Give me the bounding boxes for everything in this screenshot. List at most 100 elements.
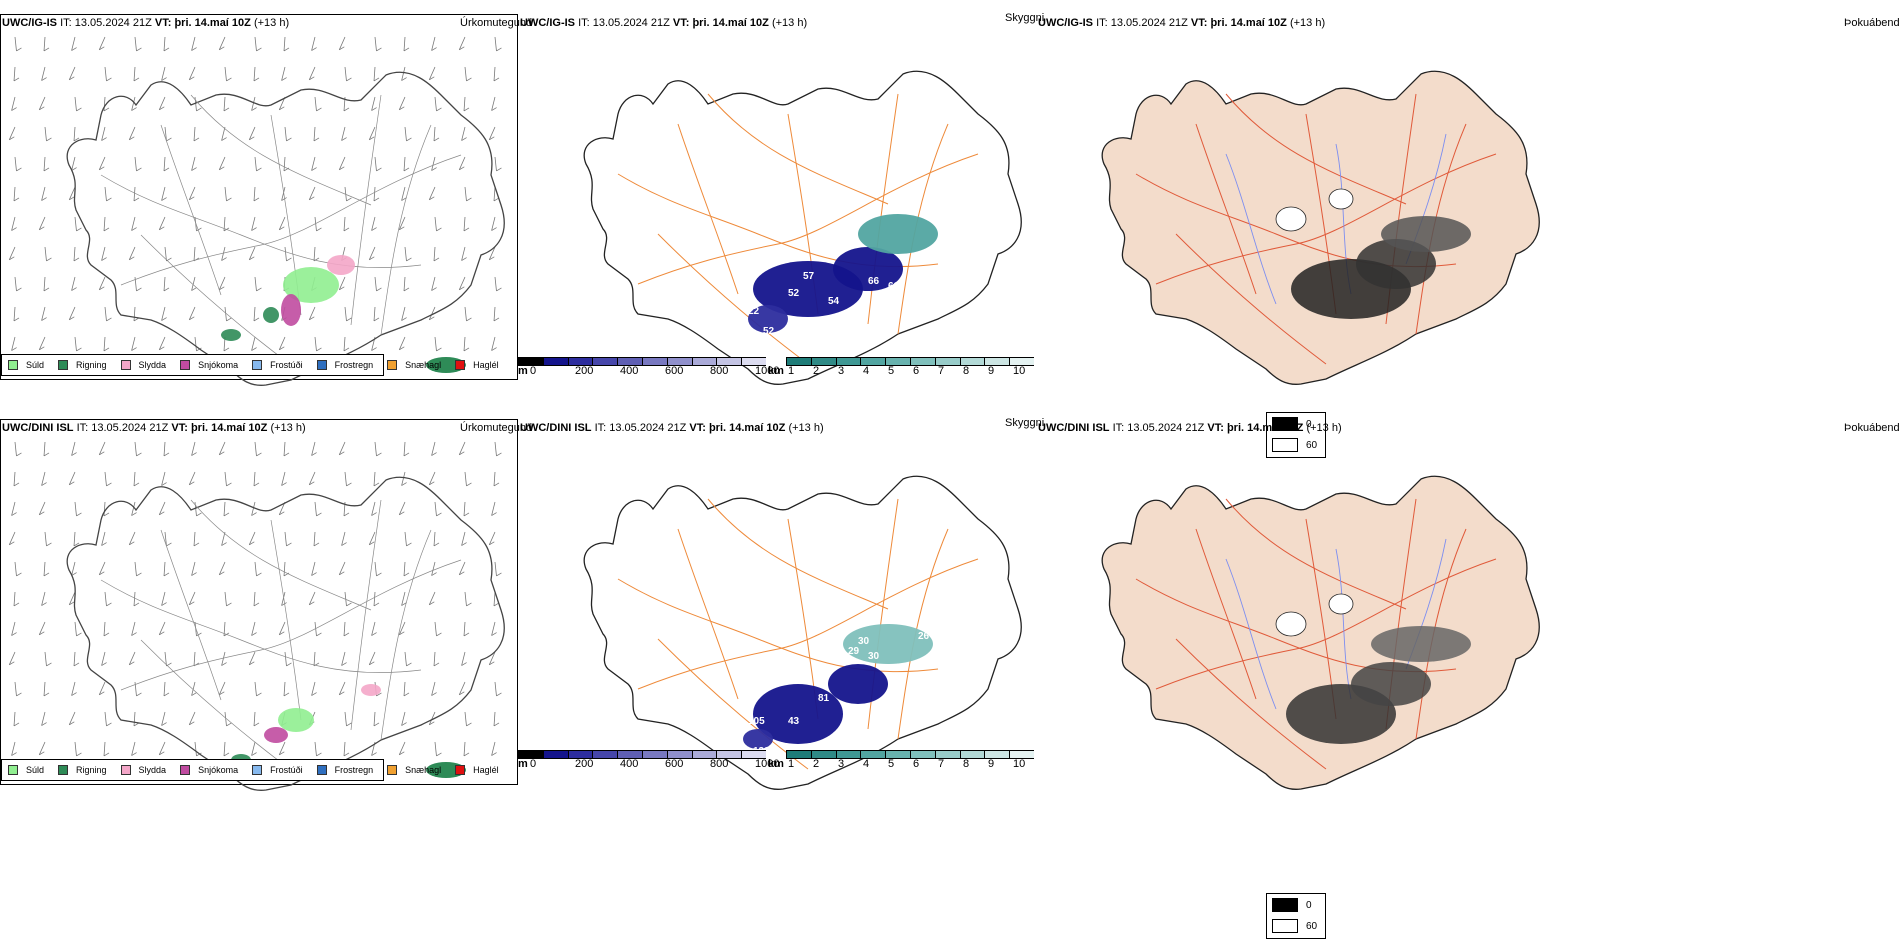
header-offset: (+13 h) xyxy=(1306,422,1342,434)
visibility-unit: km xyxy=(768,365,784,377)
legend-label: Snjókoma xyxy=(198,360,239,370)
visibility-tick: 1 xyxy=(788,758,795,770)
cloudbase-tick: 600 xyxy=(665,365,684,377)
legend-item: Slydda xyxy=(120,360,166,370)
cloudbase-tick: 1000 xyxy=(755,758,780,770)
legend-item: Súld xyxy=(8,765,44,775)
header-vt-value: þri. 14.maí 10Z xyxy=(1210,17,1287,29)
fog-title: Þokuábendi xyxy=(1844,17,1900,29)
legend-item: Snjókoma xyxy=(180,360,238,370)
legend-item: Haglél xyxy=(455,765,499,775)
legend-item: Frostregn xyxy=(316,765,373,775)
fog-areas xyxy=(1286,626,1471,744)
colorbar-cell xyxy=(934,357,960,366)
visibility-tick: 5 xyxy=(888,758,895,770)
colorbar-cell xyxy=(641,357,667,366)
cloudbase-tick: 0 xyxy=(530,758,537,770)
legend-swatch xyxy=(180,360,191,370)
colorbar-cell xyxy=(810,750,836,759)
header-vt-value: þri. 14.maí 10Z xyxy=(174,17,251,29)
header-vt-value: þri. 14.maí 10Z xyxy=(1226,422,1304,434)
colorbar-cell xyxy=(786,750,811,759)
fog-legend-label: 0 xyxy=(1306,418,1312,430)
cloudbase-colorbar xyxy=(518,750,766,766)
colorbar-cell xyxy=(1009,357,1034,366)
legend-label: Snæhagl xyxy=(405,765,442,775)
colorbar-cell xyxy=(691,357,717,366)
colorbar-cell xyxy=(741,357,766,366)
visibility-tick: 1 xyxy=(788,365,795,377)
visibility-tick: 9 xyxy=(988,365,995,377)
legend-label: Rigning xyxy=(76,360,107,370)
legend-swatch xyxy=(120,765,131,775)
fog-map xyxy=(1101,70,1540,385)
legend-item: Snjókoma xyxy=(180,765,238,775)
legend-label: Slydda xyxy=(138,765,167,775)
colorbar-cell xyxy=(666,357,692,366)
legend-swatch xyxy=(387,765,398,775)
visibility-tick: 4 xyxy=(863,365,870,377)
legend-item: Súld xyxy=(8,360,44,370)
legend-label: Frostúði xyxy=(270,765,303,775)
fog-legend-item: 0 xyxy=(1272,417,1312,431)
legend-item: Rigning xyxy=(58,765,107,775)
legend-label: Frostúði xyxy=(270,360,303,370)
legend-label: Súld xyxy=(26,360,45,370)
colorbar-cell xyxy=(984,357,1010,366)
panel-header: UWC/DINI ISL IT: 13.05.2024 21Z VT: þri.… xyxy=(1038,422,1342,435)
header-it-value: 13.05.2024 21Z xyxy=(592,17,670,29)
visibility-value: 52 xyxy=(763,326,775,337)
colorbar-cell xyxy=(716,357,742,366)
visibility-tick: 8 xyxy=(963,365,970,377)
visibility-tick: 8 xyxy=(963,758,970,770)
header-it-label: IT: xyxy=(1112,422,1125,434)
visibility-value: 54 xyxy=(828,296,840,307)
visibility-tick: 10 xyxy=(1013,758,1026,770)
legend-swatch xyxy=(8,765,18,775)
sky-title: Skyggni xyxy=(1005,12,1045,24)
legend-swatch xyxy=(316,360,327,370)
fog-legend-item: 0 xyxy=(1272,898,1312,912)
colorbar-cell xyxy=(885,357,910,366)
legend-item: Snæhagl xyxy=(387,765,441,775)
header-vt-label: VT: xyxy=(1207,422,1224,434)
header-it-label: IT: xyxy=(594,422,607,434)
colorbar-cell xyxy=(909,357,935,366)
visibility-tick: 3 xyxy=(838,758,845,770)
panel-header: UWC/IG-IS IT: 13.05.2024 21Z VT: þri. 14… xyxy=(1038,17,1325,30)
header-vt-value: þri. 14.maí 10Z xyxy=(692,17,769,29)
fog-legend: 0 60 xyxy=(1266,893,1326,939)
precip-map xyxy=(8,441,505,791)
colorbar-cell xyxy=(959,750,985,759)
header-model: UWC/IG-IS xyxy=(520,17,575,29)
visibility-value: 29 xyxy=(848,646,860,657)
precip-legend: Súld Rigning Slydda Snjókoma Frostúði Frostre… xyxy=(1,759,499,781)
legend-item: Haglél xyxy=(455,360,499,370)
visibility-tick: 7 xyxy=(938,758,945,770)
legend-label: Snæhagl xyxy=(405,360,442,370)
visibility-value: 66 xyxy=(868,276,880,287)
visibility-value: 8 xyxy=(878,291,884,302)
header-vt-label: VT: xyxy=(689,422,706,434)
iceland-map xyxy=(1101,475,1540,790)
fog-legend-swatch xyxy=(1272,919,1298,933)
colorbar-cell xyxy=(666,750,692,759)
cloudbase-tick: 0 xyxy=(530,365,537,377)
precip-legend: Súld Rigning Slydda Snjókoma Frostúði Frostre… xyxy=(1,354,499,376)
visibility-value: 26 xyxy=(918,631,930,642)
visibility-tick: 6 xyxy=(913,365,920,377)
colorbar-cell xyxy=(786,357,811,366)
header-offset: (+13 h) xyxy=(771,17,808,29)
fog-legend-swatch xyxy=(1272,417,1298,431)
legend-swatch xyxy=(58,360,69,370)
map-frame xyxy=(0,14,518,386)
visibility-map: 8143531057113329263030 xyxy=(583,475,1022,790)
glacier xyxy=(1328,188,1354,210)
visibility-colorbar xyxy=(786,750,1034,766)
iceland-map xyxy=(1101,70,1540,385)
cloudbase-tick: 400 xyxy=(620,758,639,770)
visibility-tick: 5 xyxy=(888,365,895,377)
header-offset: (+13 h) xyxy=(788,422,824,434)
cloudbase-tick: 200 xyxy=(575,758,594,770)
